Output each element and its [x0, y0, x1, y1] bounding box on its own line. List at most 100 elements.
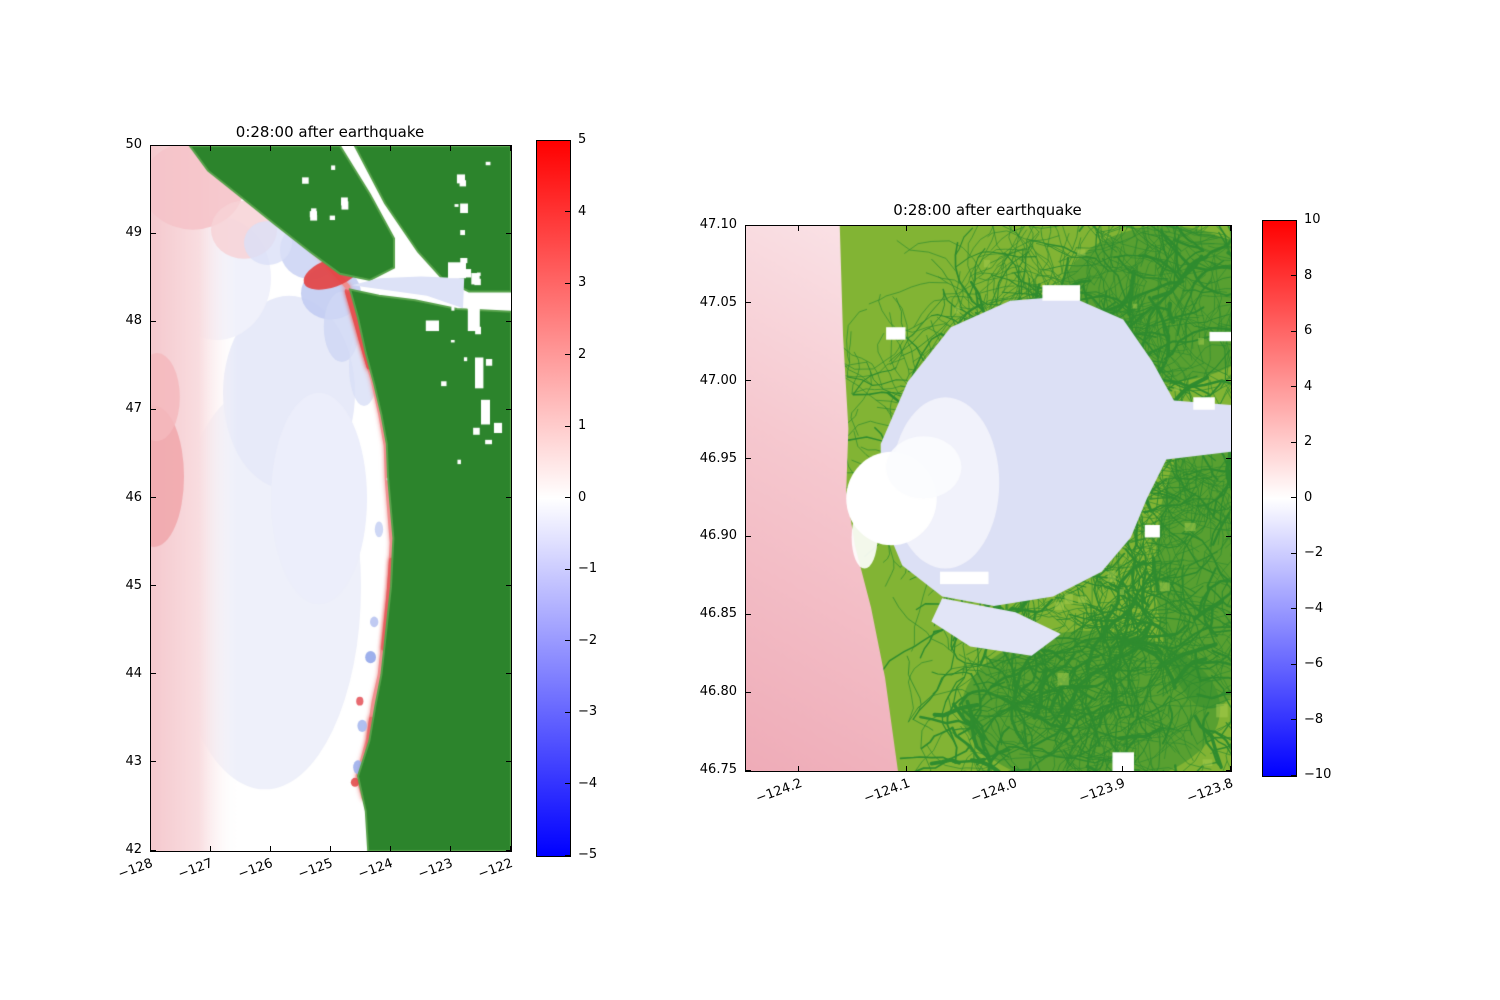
y-tick-label: 46.90 [699, 528, 737, 544]
colorbar-tick-mark [1291, 219, 1296, 221]
y-tick-label: 45 [125, 577, 142, 593]
y-tick-mark [1226, 691, 1231, 693]
colorbar-tick-mark [1291, 663, 1296, 665]
y-tick-mark [506, 849, 511, 851]
x-tick-label: −124 [356, 856, 396, 883]
colorbar-tick-label: −8 [1304, 711, 1324, 727]
y-tick-mark [746, 458, 751, 460]
overview-map-axes [150, 145, 512, 852]
colorbar-tick-label: 4 [578, 203, 587, 219]
y-tick-mark [151, 232, 156, 234]
colorbar-tick-label: −3 [578, 704, 598, 719]
x-tick-mark [906, 226, 908, 231]
colorbar-tick-mark [1291, 719, 1296, 720]
overview-colorbar [536, 140, 571, 857]
y-tick-label: 47.05 [699, 294, 737, 310]
x-tick-mark [1121, 766, 1123, 771]
y-tick-mark [746, 769, 751, 771]
x-tick-label: −123.8 [1184, 776, 1236, 807]
colorbar-tick-mark [1291, 441, 1296, 443]
y-tick-mark [151, 673, 156, 675]
y-tick-mark [746, 224, 751, 226]
x-tick-label: −123 [416, 856, 456, 883]
colorbar-tick-label: −1 [578, 561, 598, 576]
y-tick-label: 44 [125, 665, 142, 681]
x-tick-label: −124.2 [753, 776, 805, 807]
colorbar-tick-mark [1291, 330, 1296, 332]
colorbar-tick-mark [1291, 497, 1296, 498]
y-tick-label: 43 [125, 753, 142, 769]
colorbar-tick-mark [1291, 552, 1296, 554]
y-tick-mark [506, 673, 511, 675]
x-tick-label: −124.1 [861, 776, 912, 807]
overview-map-title: 0:28:00 after earthquake [235, 123, 425, 141]
x-tick-label: −127 [176, 856, 216, 883]
colorbar-tick-mark [565, 640, 570, 641]
y-tick-mark [151, 408, 156, 410]
y-tick-mark [506, 408, 511, 410]
y-tick-mark [1226, 458, 1231, 460]
colorbar-tick-label: −2 [578, 632, 598, 648]
x-tick-mark [209, 146, 211, 151]
y-tick-mark [1226, 613, 1231, 615]
x-tick-mark [906, 766, 908, 771]
detail-map-axes [745, 225, 1232, 772]
y-tick-label: 49 [125, 225, 142, 241]
colorbar-tick-label: −4 [578, 775, 598, 791]
colorbar-tick-label: 6 [1304, 323, 1313, 338]
y-tick-label: 50 [125, 137, 142, 152]
colorbar-tick-mark [1291, 774, 1296, 776]
colorbar-tick-label: 2 [1304, 434, 1313, 449]
y-tick-mark [151, 849, 156, 851]
x-tick-label: −124.0 [969, 776, 1020, 807]
y-tick-mark [746, 613, 751, 615]
y-tick-mark [506, 585, 511, 587]
colorbar-tick-label: 2 [578, 346, 587, 362]
colorbar-tick-label: 0 [1304, 489, 1313, 505]
colorbar-tick-mark [565, 211, 570, 212]
x-tick-mark [329, 846, 331, 851]
y-tick-mark [1226, 535, 1231, 537]
y-tick-mark [1226, 380, 1231, 382]
colorbar-tick-label: 0 [578, 489, 587, 505]
colorbar-tick-mark [565, 282, 570, 284]
colorbar-tick-mark [1291, 386, 1296, 387]
colorbar-tick-label: 3 [578, 275, 587, 290]
y-tick-label: 47 [125, 401, 142, 417]
y-tick-mark [151, 144, 156, 146]
x-tick-mark [209, 846, 211, 851]
colorbar-tick-label: 8 [1304, 267, 1313, 283]
colorbar-tick-mark [565, 139, 570, 141]
colorbar-tick-label: −4 [1304, 600, 1324, 616]
y-tick-mark [506, 761, 511, 763]
colorbar-tick-label: −10 [1304, 767, 1332, 782]
y-tick-label: 46 [125, 489, 142, 505]
x-tick-mark [509, 146, 511, 151]
x-tick-mark [1013, 766, 1015, 771]
x-tick-label: −123.9 [1077, 776, 1128, 807]
x-tick-label: −125 [296, 856, 336, 883]
x-tick-mark [329, 146, 331, 151]
colorbar-tick-mark [565, 711, 570, 713]
x-tick-label: −126 [236, 856, 276, 883]
y-tick-mark [151, 497, 156, 498]
y-tick-mark [506, 497, 511, 498]
colorbar-tick-mark [565, 497, 570, 498]
y-tick-mark [506, 144, 511, 146]
x-tick-mark [389, 146, 391, 151]
colorbar-tick-mark [565, 425, 570, 427]
y-tick-mark [1226, 224, 1231, 226]
y-tick-label: 47.10 [699, 217, 737, 232]
y-tick-mark [746, 380, 751, 382]
colorbar-tick-label: 4 [1304, 378, 1313, 394]
x-tick-label: −128 [116, 856, 156, 883]
y-tick-label: 46.85 [699, 606, 737, 622]
y-tick-label: 42 [125, 842, 142, 857]
colorbar-tick-label: 1 [578, 418, 587, 433]
colorbar-tick-mark [1291, 608, 1296, 609]
colorbar-tick-mark [565, 783, 570, 784]
y-tick-mark [746, 691, 751, 693]
y-tick-label: 47.00 [699, 372, 737, 388]
colorbar-tick-mark [565, 568, 570, 570]
